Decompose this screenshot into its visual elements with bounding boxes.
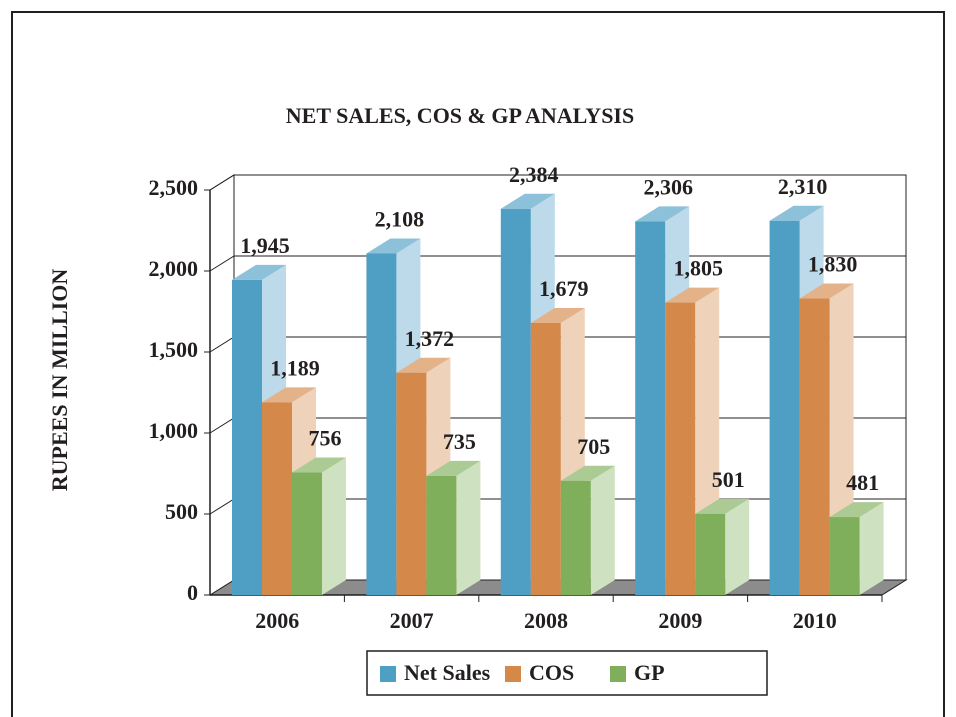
x-tick-label: 2009 [658,608,702,633]
legend-swatch [505,666,521,682]
grid-line [209,174,906,191]
bar-top [560,465,615,481]
bar [366,253,397,595]
x-tick-label: 2010 [793,608,837,633]
data-label: 735 [443,429,476,454]
y-tick-label: 1,000 [149,418,199,443]
bar [635,221,666,596]
data-label: 481 [846,470,879,495]
bar-top [426,460,481,476]
bar-top [366,238,421,254]
data-label: 2,108 [375,207,425,232]
bar-top [500,193,555,209]
bar-side [590,465,615,595]
bar-side [456,460,481,595]
y-tick-label: 2,500 [149,175,199,200]
legend-label: COS [529,660,574,685]
x-tick-label: 2007 [390,608,434,633]
y-tick-label: 0 [187,580,198,605]
bar [769,220,800,595]
bar [262,402,292,595]
bar [396,372,427,595]
data-label: 2,384 [509,162,559,187]
legend-label: GP [634,660,665,685]
data-label: 1,679 [539,276,589,301]
data-label: 756 [309,426,342,451]
data-label: 1,830 [808,252,858,277]
legend-box [366,650,768,696]
data-label: 2,306 [643,174,693,199]
chart-title: NET SALES, COS & GP ANALYSIS [286,103,634,128]
bar-top [799,283,854,299]
y-tick-label: 1,500 [149,337,199,362]
side-wall [209,174,235,596]
bar [665,302,696,595]
bar-top [262,387,316,403]
bar [292,472,322,595]
data-label: 1,805 [673,256,723,281]
y-tick-label: 500 [165,499,198,524]
frame [11,11,945,717]
bar-top [292,457,346,473]
data-label: 1,189 [270,355,320,380]
legend-swatch [610,666,626,682]
bar-top [829,502,884,518]
bar-side [322,457,346,595]
bar-top [665,287,720,303]
y-tick-label: 2,000 [149,256,199,281]
x-tick-label: 2006 [255,608,299,633]
bar [426,475,457,595]
bar-side [725,498,750,595]
bar [232,279,262,595]
data-label: 705 [577,434,610,459]
bar-top [695,498,750,514]
bar-top [769,205,824,221]
y-axis-label: RUPEES IN MILLION [47,269,72,492]
bar-side [859,502,884,595]
bar [500,208,531,596]
data-label: 501 [712,467,745,492]
data-label: 2,310 [778,174,828,199]
bar-top [635,206,690,222]
bar-top [530,308,585,324]
data-label: 1,372 [405,326,455,351]
bar-top [232,264,286,280]
legend-swatch [380,666,396,682]
bar [560,480,591,595]
bar [799,298,830,595]
bar [829,517,860,595]
bar [530,323,561,595]
bar-top [396,357,451,373]
bar [695,513,726,595]
data-label: 1,945 [240,233,290,258]
legend-label: Net Sales [404,660,491,685]
x-tick-label: 2008 [524,608,568,633]
